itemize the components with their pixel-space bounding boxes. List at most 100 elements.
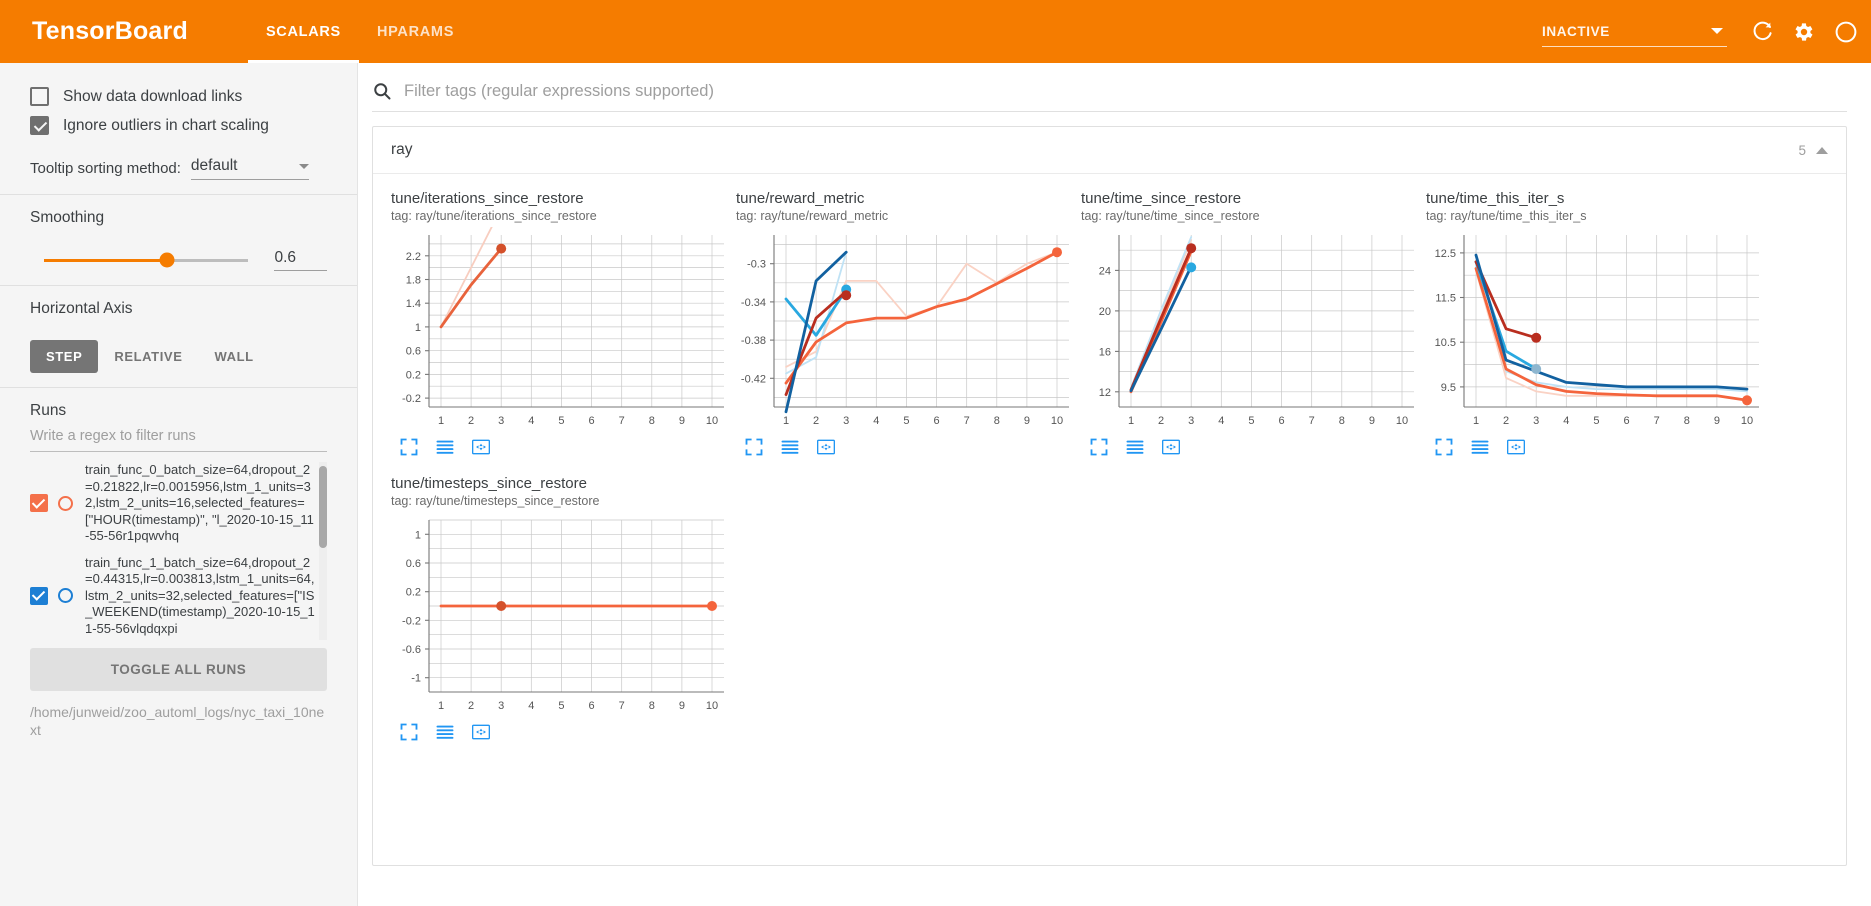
ignore-outliers-checkbox[interactable] bbox=[30, 116, 49, 135]
chart-card-3: tune/time_this_iter_s tag: ray/tune/time_… bbox=[1418, 190, 1763, 457]
run-checkbox[interactable] bbox=[30, 586, 48, 605]
svg-text:10: 10 bbox=[1741, 415, 1753, 427]
svg-text:10: 10 bbox=[1051, 415, 1063, 427]
tag-filter-bar[interactable]: Filter tags (regular expressions support… bbox=[372, 81, 1847, 112]
svg-text:1: 1 bbox=[415, 322, 421, 334]
toggle-all-runs-button[interactable]: TOGGLE ALL RUNS bbox=[30, 648, 327, 691]
run-checkbox[interactable] bbox=[30, 494, 48, 513]
chart-title: tune/iterations_since_restore bbox=[391, 190, 584, 207]
axis-option-wall[interactable]: WALL bbox=[214, 349, 254, 364]
run-status-select[interactable]: INACTIVE bbox=[1542, 17, 1727, 47]
show-download-links-checkbox[interactable] bbox=[30, 87, 49, 106]
tag-filter-input[interactable]: Filter tags (regular expressions support… bbox=[404, 81, 714, 100]
fit-domain-icon[interactable] bbox=[816, 437, 836, 457]
tag-group-title: ray bbox=[391, 141, 413, 158]
runs-label: Runs bbox=[30, 402, 67, 419]
svg-text:2: 2 bbox=[1158, 415, 1164, 427]
list-item[interactable]: train_func_1_batch_size=64,dropout_2=0.4… bbox=[30, 555, 317, 638]
show-download-links-row[interactable]: Show data download links bbox=[30, 87, 327, 106]
tag-group-header[interactable]: ray 5 bbox=[373, 127, 1846, 174]
expand-icon[interactable] bbox=[399, 722, 419, 742]
sidebar-options-section: Show data download links Ignore outliers… bbox=[0, 63, 357, 194]
tab-scalars[interactable]: SCALARS bbox=[247, 0, 359, 63]
smoothing-slider-knob[interactable] bbox=[159, 252, 175, 268]
svg-text:6: 6 bbox=[589, 415, 595, 427]
chart-tag: tag: ray/tune/timesteps_since_restore bbox=[391, 494, 600, 508]
run-color-circle-icon[interactable] bbox=[58, 495, 73, 511]
svg-text:3: 3 bbox=[498, 415, 504, 427]
baseline-icon[interactable] bbox=[1470, 437, 1490, 457]
baseline-icon[interactable] bbox=[435, 437, 455, 457]
fit-domain-icon[interactable] bbox=[471, 722, 491, 742]
chevron-up-icon[interactable] bbox=[1816, 146, 1828, 154]
svg-text:7: 7 bbox=[1654, 415, 1660, 427]
list-item[interactable]: train_func_0_batch_size=64,dropout_2=0.2… bbox=[30, 462, 317, 545]
smoothing-slider[interactable] bbox=[44, 252, 249, 268]
chart-plot[interactable]: 12 16 20 24 1 2 3 4 5 6 7 8 9 10 bbox=[1073, 227, 1418, 433]
expand-icon[interactable] bbox=[399, 437, 419, 457]
run-label: train_func_0_batch_size=64,dropout_2=0.2… bbox=[85, 462, 314, 543]
fit-domain-icon[interactable] bbox=[1161, 437, 1181, 457]
baseline-icon[interactable] bbox=[1125, 437, 1145, 457]
svg-text:6: 6 bbox=[1624, 415, 1630, 427]
svg-text:3: 3 bbox=[843, 415, 849, 427]
svg-text:6: 6 bbox=[589, 700, 595, 712]
svg-text:10: 10 bbox=[706, 700, 718, 712]
chart-toolbar bbox=[399, 437, 728, 457]
svg-text:9: 9 bbox=[1024, 415, 1030, 427]
svg-text:-0.38: -0.38 bbox=[741, 335, 766, 347]
chart-tag: tag: ray/tune/time_since_restore bbox=[1081, 209, 1260, 223]
svg-text:7: 7 bbox=[619, 415, 625, 427]
runs-list[interactable]: train_func_0_batch_size=64,dropout_2=0.2… bbox=[30, 462, 327, 640]
expand-icon[interactable] bbox=[1089, 437, 1109, 457]
runs-scrollbar[interactable] bbox=[319, 462, 327, 640]
svg-text:2.2: 2.2 bbox=[406, 251, 421, 263]
gear-icon[interactable] bbox=[1783, 11, 1825, 53]
run-status-label: INACTIVE bbox=[1542, 23, 1610, 39]
runs-scrollbar-thumb[interactable] bbox=[319, 466, 327, 548]
runs-filter-input[interactable]: Write a regex to filter runs bbox=[30, 428, 327, 452]
smoothing-value-input[interactable]: 0.6 bbox=[274, 249, 327, 271]
svg-text:3: 3 bbox=[498, 700, 504, 712]
baseline-icon[interactable] bbox=[435, 722, 455, 742]
tooltip-sorting-select[interactable]: default bbox=[190, 157, 309, 180]
svg-text:7: 7 bbox=[964, 415, 970, 427]
chart-toolbar bbox=[1434, 437, 1763, 457]
top-bar-actions: INACTIVE bbox=[1542, 0, 1871, 63]
svg-text:7: 7 bbox=[1309, 415, 1315, 427]
tag-group-card: ray 5 tune/iterations_since_restore tag: … bbox=[372, 126, 1847, 866]
run-label: train_func_1_batch_size=64,dropout_2=0.4… bbox=[85, 554, 315, 636]
svg-text:1: 1 bbox=[415, 529, 421, 541]
fit-domain-icon[interactable] bbox=[1506, 437, 1526, 457]
chart-plot[interactable]: 9.5 10.5 11.5 12.5 1 2 3 4 5 6 7 8 9 10 bbox=[1418, 227, 1763, 433]
expand-icon[interactable] bbox=[744, 437, 764, 457]
chart-plot[interactable]: -0.2 0.2 0.6 1 1.4 1.8 2.2 1 2 3 4 5 6 7 8 9 10 bbox=[383, 227, 728, 433]
axis-option-step[interactable]: STEP bbox=[30, 340, 99, 373]
divider bbox=[0, 194, 357, 195]
svg-text:1: 1 bbox=[438, 700, 444, 712]
chart-card-4: tune/timesteps_since_restore tag: ray/tun… bbox=[383, 475, 728, 742]
tooltip-sorting-value: default bbox=[190, 157, 238, 174]
chart-plot[interactable]: -0.42 -0.38 -0.34 -0.3 1 2 3 4 5 6 7 8 9 10 bbox=[728, 227, 1073, 433]
baseline-icon[interactable] bbox=[780, 437, 800, 457]
fit-domain-icon[interactable] bbox=[471, 437, 491, 457]
svg-text:8: 8 bbox=[1684, 415, 1690, 427]
chart-title: tune/timesteps_since_restore bbox=[391, 475, 587, 492]
svg-text:0.6: 0.6 bbox=[406, 346, 421, 358]
chart-card-0: tune/iterations_since_restore tag: ray/tu… bbox=[383, 190, 728, 457]
expand-icon[interactable] bbox=[1434, 437, 1454, 457]
run-color-circle-icon[interactable] bbox=[58, 588, 73, 604]
reload-icon[interactable] bbox=[1741, 11, 1783, 53]
ignore-outliers-row[interactable]: Ignore outliers in chart scaling bbox=[30, 116, 327, 135]
svg-text:9.5: 9.5 bbox=[1441, 382, 1456, 394]
chart-title: tune/reward_metric bbox=[736, 190, 865, 207]
nav-tabs: SCALARS HPARAMS bbox=[247, 0, 472, 63]
runs-section: Runs Write a regex to filter runs train_… bbox=[0, 388, 357, 640]
svg-text:0.6: 0.6 bbox=[406, 558, 421, 570]
help-icon[interactable] bbox=[1825, 11, 1867, 53]
divider bbox=[0, 387, 357, 388]
axis-option-relative[interactable]: RELATIVE bbox=[114, 349, 183, 364]
tab-hparams[interactable]: HPARAMS bbox=[376, 23, 455, 40]
svg-text:0.2: 0.2 bbox=[406, 369, 421, 381]
chart-plot[interactable]: -1 -0.6 -0.2 0.2 0.6 1 1 2 3 4 5 6 7 8 9 10 bbox=[383, 512, 728, 718]
